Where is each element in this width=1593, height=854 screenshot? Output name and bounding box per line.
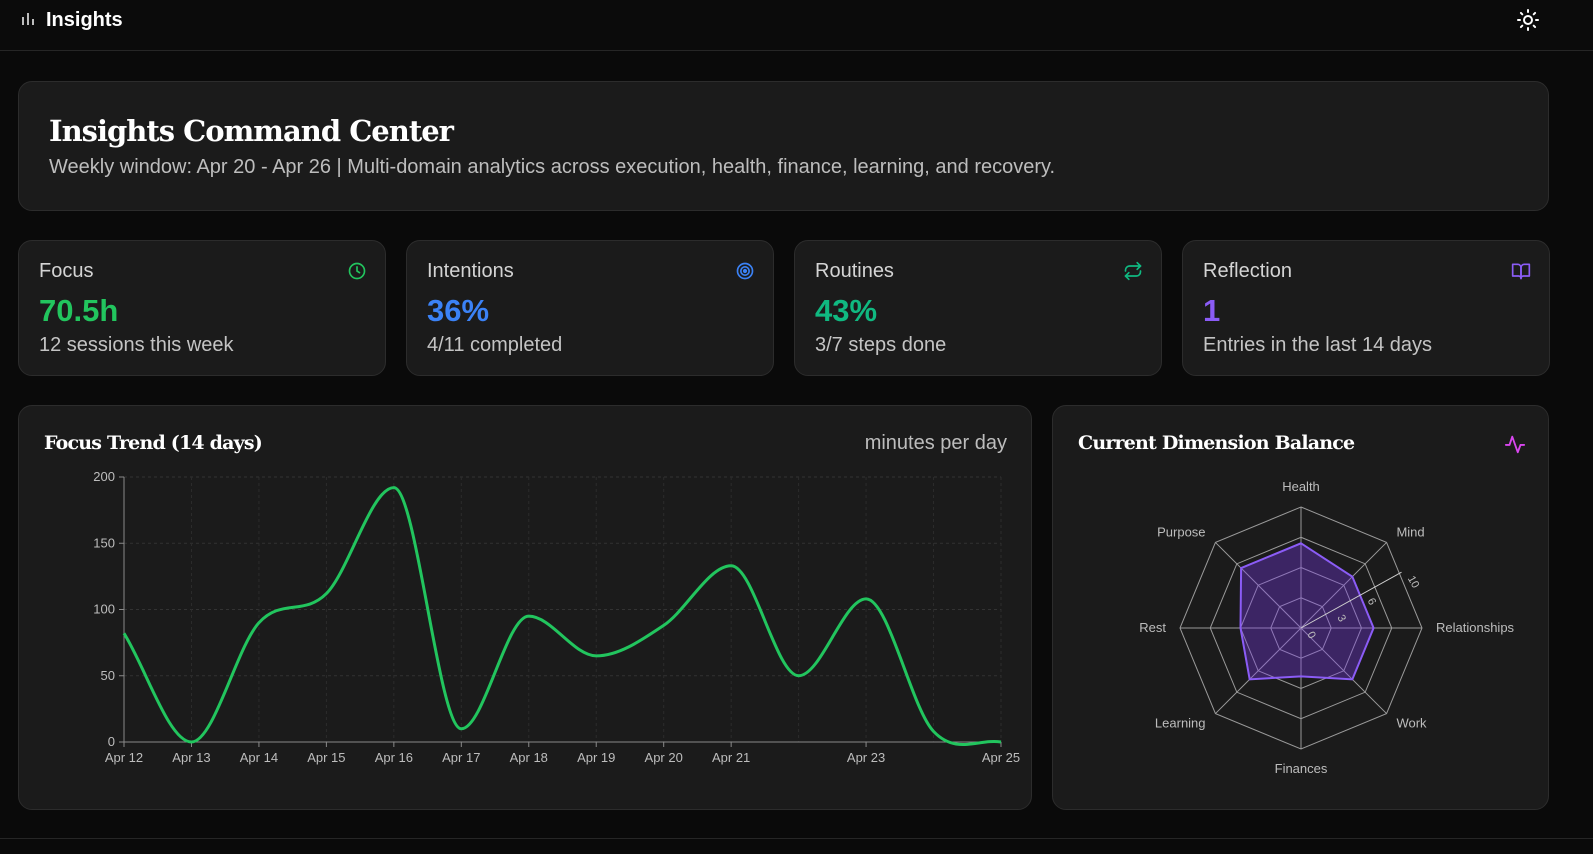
x-tick-label: Apr 19 <box>577 750 615 765</box>
radar-category-label: Rest <box>1139 620 1166 635</box>
dimension-balance-title: Current Dimension Balance <box>1078 432 1355 454</box>
repeat-icon <box>1123 261 1143 281</box>
radar-radial-axis <box>1300 571 1402 629</box>
stat-description: 3/7 steps done <box>815 334 947 356</box>
focus-trend-line <box>122 486 1002 746</box>
radar-category-label: Learning <box>1155 715 1206 730</box>
radar-radial-tick-label: 0 <box>1304 630 1317 641</box>
radar-spoke <box>1300 542 1387 629</box>
y-tick-label: 50 <box>101 668 115 683</box>
stat-description: Entries in the last 14 days <box>1203 334 1433 356</box>
focus-trend-title: Focus Trend (14 days) <box>44 432 263 454</box>
stat-value: 1 <box>1203 293 1221 328</box>
radar-category-label: Mind <box>1396 525 1424 540</box>
y-tick-label: 200 <box>93 469 115 484</box>
focus-trend-chart: 0 50 100 150 200 Apr 12 Apr 13 Apr 14 Apr 15 Apr … <box>93 469 1020 765</box>
x-tick-label: Apr 14 <box>240 750 278 765</box>
x-tick-label: Apr 20 <box>645 750 683 765</box>
dimension-balance-chart: 0 3 6 10 Health Mind Relationships Work Finances… <box>1139 479 1515 776</box>
x-tick-label: Apr 13 <box>172 750 210 765</box>
radar-radial-tick-label: 6 <box>1365 596 1378 607</box>
radar-category-label: Health <box>1282 479 1320 494</box>
x-tick-label: Apr 15 <box>307 750 345 765</box>
x-tick-label: Apr 16 <box>375 750 413 765</box>
radar-radial-tick-label: 3 <box>1335 613 1348 624</box>
x-tick-label: Apr 25 <box>982 750 1020 765</box>
y-tick-label: 0 <box>108 734 115 749</box>
sun-icon <box>1516 8 1540 37</box>
x-tick-label: Apr 23 <box>847 750 885 765</box>
brand: Insights <box>20 9 123 32</box>
x-tick-label: Apr 12 <box>105 750 143 765</box>
target-icon <box>735 261 755 281</box>
activity-icon <box>1504 433 1526 455</box>
stat-value: 43% <box>815 293 878 328</box>
radar-category-label: Finances <box>1275 761 1328 776</box>
radar-category-label: Relationships <box>1436 620 1515 635</box>
stat-label: Routines <box>815 260 894 282</box>
x-tick-label: Apr 21 <box>712 750 750 765</box>
app-title: Insights <box>46 9 123 31</box>
stat-card-intentions: Intentions 36% 4/11 completed <box>406 240 774 376</box>
stat-card-routines: Routines 43% 3/7 steps done <box>794 240 1162 376</box>
x-tick-label: Apr 17 <box>442 750 480 765</box>
y-tick-label: 100 <box>93 602 115 617</box>
stat-description: 12 sessions this week <box>39 334 234 356</box>
stat-label: Focus <box>39 260 94 282</box>
x-tick-label: Apr 18 <box>510 750 548 765</box>
stat-label: Intentions <box>427 260 514 282</box>
focus-trend-unit: minutes per day <box>864 432 1007 454</box>
y-tick-label: 150 <box>93 535 115 550</box>
theme-toggle-button[interactable] <box>1514 8 1542 36</box>
bottom-divider <box>0 838 1593 854</box>
stat-card-reflection: Reflection 1 Entries in the last 14 days <box>1182 240 1550 376</box>
stat-label: Reflection <box>1203 260 1292 282</box>
stat-value: 70.5h <box>39 293 119 328</box>
dimension-balance-card: 0 3 6 10 Health Mind Relationships Work Finances… <box>1052 405 1549 810</box>
hero-card: Insights Command Center Weekly window: A… <box>18 81 1549 211</box>
radar-spoke <box>1215 627 1302 714</box>
bar-chart-icon <box>20 10 36 31</box>
stat-card-focus: Focus 70.5h 12 sessions this week <box>18 240 386 376</box>
clock-icon <box>347 261 367 281</box>
page-subtitle: Weekly window: Apr 20 - Apr 26 | Multi-d… <box>49 156 1056 178</box>
radar-series-area <box>1239 542 1375 681</box>
page-title: Insights Command Center <box>49 114 454 148</box>
stat-description: 4/11 completed <box>427 334 563 356</box>
stat-value: 36% <box>427 293 490 328</box>
radar-spoke <box>1215 542 1302 629</box>
focus-trend-card: 0 50 100 150 200 Apr 12 Apr 13 Apr 14 Apr 15 Apr … <box>18 405 1032 810</box>
radar-spoke <box>1300 627 1387 714</box>
radar-category-label: Work <box>1396 715 1427 730</box>
radar-radial-tick-label: 10 <box>1405 574 1421 591</box>
book-open-icon <box>1511 261 1531 281</box>
radar-category-label: Purpose <box>1157 525 1205 540</box>
top-bar: Insights <box>0 0 1593 51</box>
